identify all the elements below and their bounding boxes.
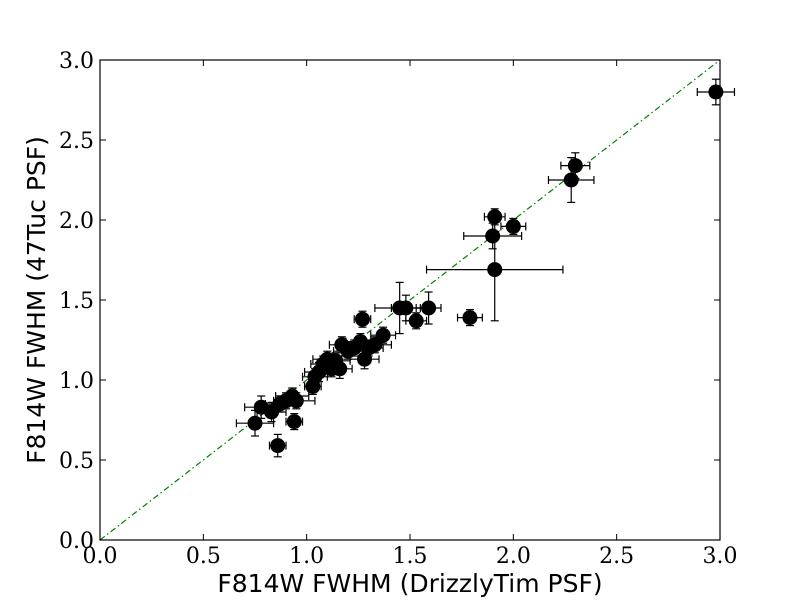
x-axis-title: F814W FWHM (DrizzlyTim PSF)	[217, 569, 602, 598]
x-tick-label: 1.5	[393, 544, 428, 569]
data-point-37	[708, 84, 724, 100]
data-point-16	[332, 361, 348, 377]
y-tick-label: 1.5	[59, 289, 94, 314]
data-point-0	[247, 415, 263, 431]
y-tick-label: 2.0	[59, 209, 94, 234]
data-point-21	[354, 311, 370, 327]
y-tick-label: 0.0	[59, 529, 94, 554]
error-bars-layer	[235, 78, 736, 458]
data-point-3	[270, 438, 286, 454]
data-point-31	[485, 228, 501, 244]
reference-line-layer	[99, 59, 721, 541]
x-tick-label: 2.5	[599, 544, 634, 569]
data-point-29	[421, 300, 437, 316]
x-tick-label: 0.5	[186, 544, 221, 569]
data-point-32	[487, 209, 503, 225]
data-point-28	[408, 313, 424, 329]
data-point-36	[567, 158, 583, 174]
ticks-layer: 0.0 0.5 1.0 1.5 2.0 2.5 3.0 0.0 0.5 1.0 1.5 2.0 2.5 3…	[59, 49, 738, 569]
reference-line-y-equals-x	[99, 59, 721, 541]
x-tick-label: 0.0	[83, 544, 118, 569]
data-point-34	[505, 218, 521, 234]
data-point-33	[487, 262, 503, 278]
data-point-35	[563, 172, 579, 188]
data-points-layer	[247, 84, 724, 454]
y-axis-title: F814W FWHM (47Tuc PSF)	[22, 136, 51, 464]
y-tick-label: 3.0	[59, 49, 94, 74]
x-tick-label: 1.0	[289, 544, 324, 569]
data-point-27	[398, 300, 414, 316]
data-point-8	[288, 393, 304, 409]
data-point-25	[375, 327, 391, 343]
x-tick-label: 2.0	[496, 544, 531, 569]
y-tick-label: 1.0	[59, 369, 94, 394]
x-tick-label: 3.0	[703, 544, 738, 569]
data-point-7	[286, 414, 302, 430]
data-point-30	[462, 310, 478, 326]
y-tick-label: 0.5	[59, 449, 94, 474]
y-tick-label: 2.5	[59, 129, 94, 154]
